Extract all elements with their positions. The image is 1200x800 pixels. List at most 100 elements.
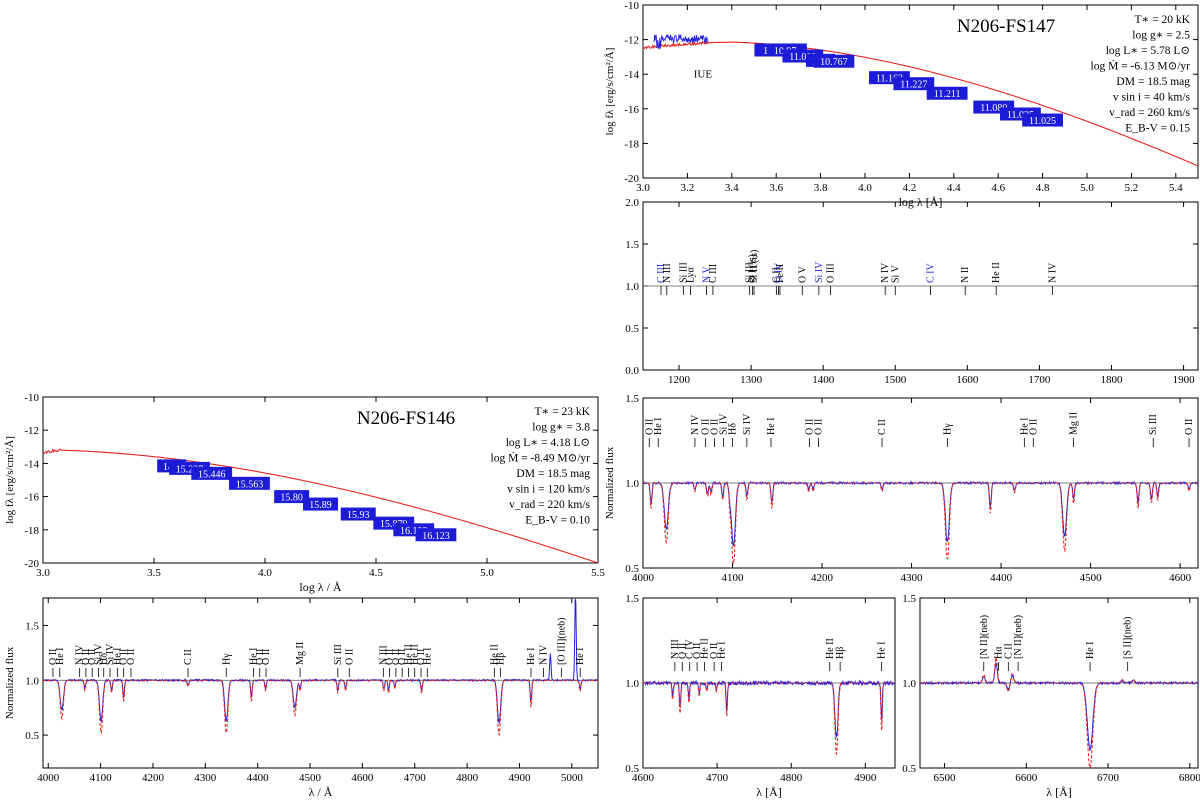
line-identification: O II <box>813 419 824 447</box>
line-identification: Si III <box>745 262 756 295</box>
line-identification: C IV <box>685 639 696 671</box>
line-id-label: He I <box>422 648 433 666</box>
line-id-label: O II <box>805 419 816 435</box>
x-tick-label: 5.0 <box>480 567 494 579</box>
line-identification: N V <box>701 265 712 295</box>
magnitude-box-label: 15.80 <box>280 493 303 504</box>
line-id-label: N III <box>662 263 673 283</box>
line-id-label: N IV <box>539 644 550 665</box>
line-id-label: C II <box>1003 643 1014 659</box>
x-tick-label: 4.2 <box>903 182 917 194</box>
magnitude-box-label: 11.080 <box>980 103 1007 114</box>
line-identification: Si III <box>678 262 689 295</box>
line-id-label: Hβ <box>496 653 507 665</box>
magnitude-box-fill <box>340 507 376 521</box>
x-tick-label: 4000 <box>37 772 60 784</box>
x-tick-label: 4700 <box>706 772 729 784</box>
y-tick-label: 1.5 <box>25 620 39 632</box>
line-id-label: C II <box>877 419 888 435</box>
line-id-label: He I <box>55 648 66 666</box>
line-id-label: O II <box>701 419 712 435</box>
line-identification: He I <box>55 648 66 677</box>
line-identification: Hδ <box>99 653 110 677</box>
line-identification: Si IV <box>94 643 105 677</box>
panel-optical-spectrum-fs146: 4000 4100 4200 4300 4400 4500 4600 4700 4800 4900… <box>4 597 599 799</box>
line-id-label: O II <box>119 649 130 665</box>
magnitude-box-label: 11.211 <box>934 89 961 100</box>
line-id-label: O II <box>710 419 721 435</box>
line-identification: C II <box>1003 643 1014 671</box>
line-id-label: He II <box>403 644 414 665</box>
line-identification: C II <box>771 267 782 295</box>
line-id-label: N IV <box>75 644 86 665</box>
line-id-label: Si III <box>1148 414 1159 435</box>
panel-sed-n206-fs146: 3.0 3.5 4.0 4.5 5.0 5.5 -20 -18 -16 -14 -12 -10 log … <box>4 392 605 594</box>
line-id-label: Hδ <box>728 423 739 435</box>
x-tick-label: 6600 <box>1015 772 1038 784</box>
line-id-label: O II <box>261 649 272 665</box>
line-id-label: O II <box>344 649 355 665</box>
line-identification: Mg II <box>295 642 306 677</box>
magnitude-box-label: 11.025 <box>1007 110 1034 121</box>
line-id-label: Hα <box>993 646 1004 659</box>
x-tick-label: 4600 <box>351 772 374 784</box>
line-id-label: C II <box>771 267 782 283</box>
x-tick-label: 5.0 <box>1080 182 1094 194</box>
x-tick-label: 4200 <box>811 572 834 584</box>
line-identification: C III <box>708 264 719 295</box>
line-identification: He II <box>410 644 421 677</box>
magnitude-box: 16.123 <box>415 528 457 542</box>
stellar-parameter: log g∗ = 3.8 <box>532 422 590 434</box>
y-tick-label: 0.5 <box>625 323 639 335</box>
line-identification: He I <box>717 642 728 671</box>
star-name-title: N206-FS146 <box>357 408 455 429</box>
line-id-label: He I <box>877 642 888 660</box>
x-tick-label: 5.2 <box>1125 182 1139 194</box>
line-identification: Hβ <box>835 647 846 671</box>
stellar-parameter: log L∗ = 4.18 L⊙ <box>506 437 590 449</box>
magnitude-box: 11.227 <box>893 77 935 91</box>
y-tick-label: -20 <box>624 173 639 185</box>
line-id-label: [N II](neb) <box>979 615 990 659</box>
line-id-label: He I <box>717 642 728 660</box>
stellar-parameter: log g∗ = 2.5 <box>1132 30 1190 42</box>
line-identification: O II <box>385 649 396 677</box>
line-identification: C II <box>877 419 888 447</box>
observed-spectrum <box>643 480 1198 547</box>
line-id-label: Si III <box>745 262 756 283</box>
plot-frame <box>42 396 599 564</box>
line-id-label: N V <box>701 265 712 283</box>
magnitude-box: 15.89 <box>303 497 338 511</box>
line-id-label: O II <box>1184 419 1195 435</box>
x-tick-label: 6800 <box>1179 772 1200 784</box>
magnitude-box: 15.446 <box>191 466 233 480</box>
magnitude-box-label: 15.563 <box>236 479 264 490</box>
line-id-label: He II <box>825 638 836 659</box>
line-identification: Mg II <box>1069 412 1080 447</box>
line-identification: He I <box>1019 418 1030 447</box>
line-identification: O II <box>255 649 266 677</box>
line-identification: He I <box>1085 642 1096 671</box>
line-id-label: He I <box>526 648 537 666</box>
x-tick-label: 3.4 <box>725 182 739 194</box>
magnitude-box-label: 16.123 <box>422 531 450 542</box>
line-identification: O II <box>805 419 816 447</box>
observed-spectrum <box>920 662 1198 752</box>
line-id-label: O II <box>48 649 59 665</box>
line-id-label: C III <box>708 264 719 283</box>
line-identification: Si IV <box>742 413 753 447</box>
line-id-label: [S II](neb) <box>1123 617 1134 659</box>
magnitude-box-fill <box>926 86 968 100</box>
line-id-label: N IV <box>1047 262 1058 283</box>
line-id-label: Hγ <box>221 653 232 665</box>
x-tick-label: 3.2 <box>681 182 695 194</box>
x-tick-label: 4.6 <box>991 182 1005 194</box>
stellar-parameter: v sin i = 120 km/s <box>507 484 590 496</box>
x-tick-label: 4100 <box>90 772 113 784</box>
x-tick-label: 3.5 <box>147 567 161 579</box>
line-identification: He II <box>991 262 1002 295</box>
line-id-label: O II <box>813 419 824 435</box>
line-id-label: He I <box>1019 418 1030 436</box>
line-id-label: He II <box>410 644 421 665</box>
line-identification: N III <box>662 263 673 295</box>
